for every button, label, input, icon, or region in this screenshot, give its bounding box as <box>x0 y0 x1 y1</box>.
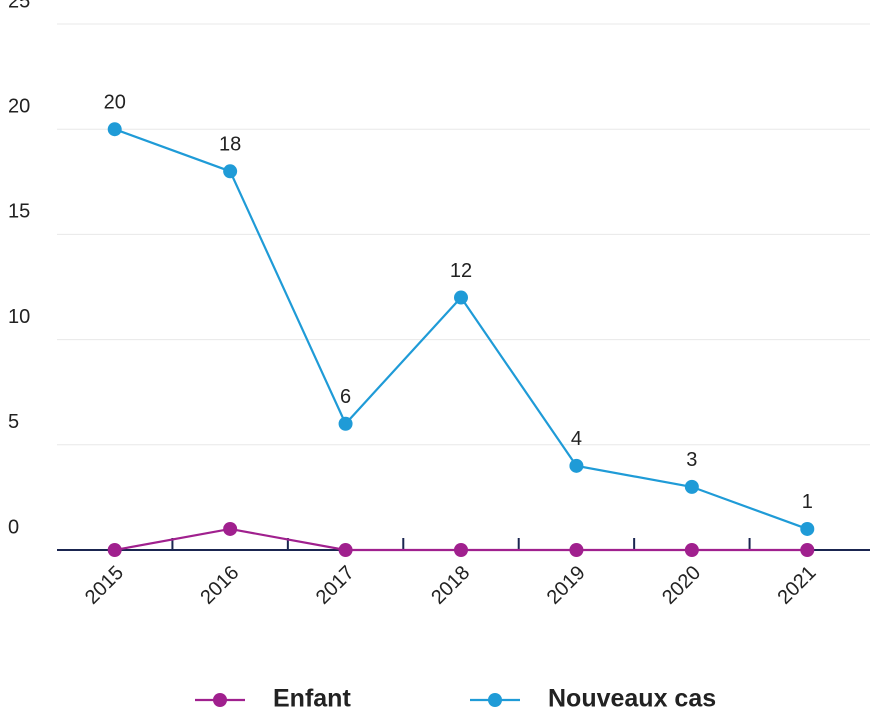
data-point <box>684 543 699 557</box>
data-point <box>223 521 238 536</box>
data-point <box>454 290 468 305</box>
data-label: 3 <box>686 449 697 471</box>
y-tick-label: 25 <box>8 0 30 12</box>
data-point <box>338 543 353 557</box>
y-tick-label: 5 <box>8 411 19 433</box>
x-tick-label: 2015 <box>81 562 128 609</box>
data-label: 6 <box>340 386 351 408</box>
y-tick-label: 0 <box>8 516 19 538</box>
legend-marker <box>488 693 502 707</box>
data-label: 20 <box>104 91 126 113</box>
data-point <box>800 521 815 536</box>
data-label: 1 <box>802 491 813 513</box>
data-point <box>684 479 699 494</box>
data-label: 4 <box>571 428 582 450</box>
x-tick-label: 2017 <box>312 562 359 609</box>
data-label: 12 <box>450 260 472 282</box>
data-point <box>223 164 238 179</box>
x-tick-label: 2019 <box>543 562 590 609</box>
x-tick-label: 2018 <box>427 562 474 609</box>
series-line <box>114 128 808 530</box>
y-tick-label: 20 <box>8 95 30 117</box>
data-point <box>800 543 815 557</box>
data-point <box>569 458 584 473</box>
x-tick-label: 2016 <box>196 562 243 609</box>
data-point <box>107 543 122 557</box>
data-point <box>454 543 468 557</box>
x-tick-label: 2021 <box>774 562 821 609</box>
y-tick-label: 15 <box>8 201 30 223</box>
legend-label: Enfant <box>273 685 351 712</box>
y-tick-label: 10 <box>8 306 30 328</box>
legend-label: Nouveaux cas <box>548 685 716 712</box>
data-point <box>338 416 353 431</box>
data-label: 18 <box>219 134 241 156</box>
legend-marker <box>213 693 227 707</box>
x-tick-label: 2020 <box>658 562 705 609</box>
data-point <box>569 543 584 557</box>
data-point <box>107 122 122 137</box>
